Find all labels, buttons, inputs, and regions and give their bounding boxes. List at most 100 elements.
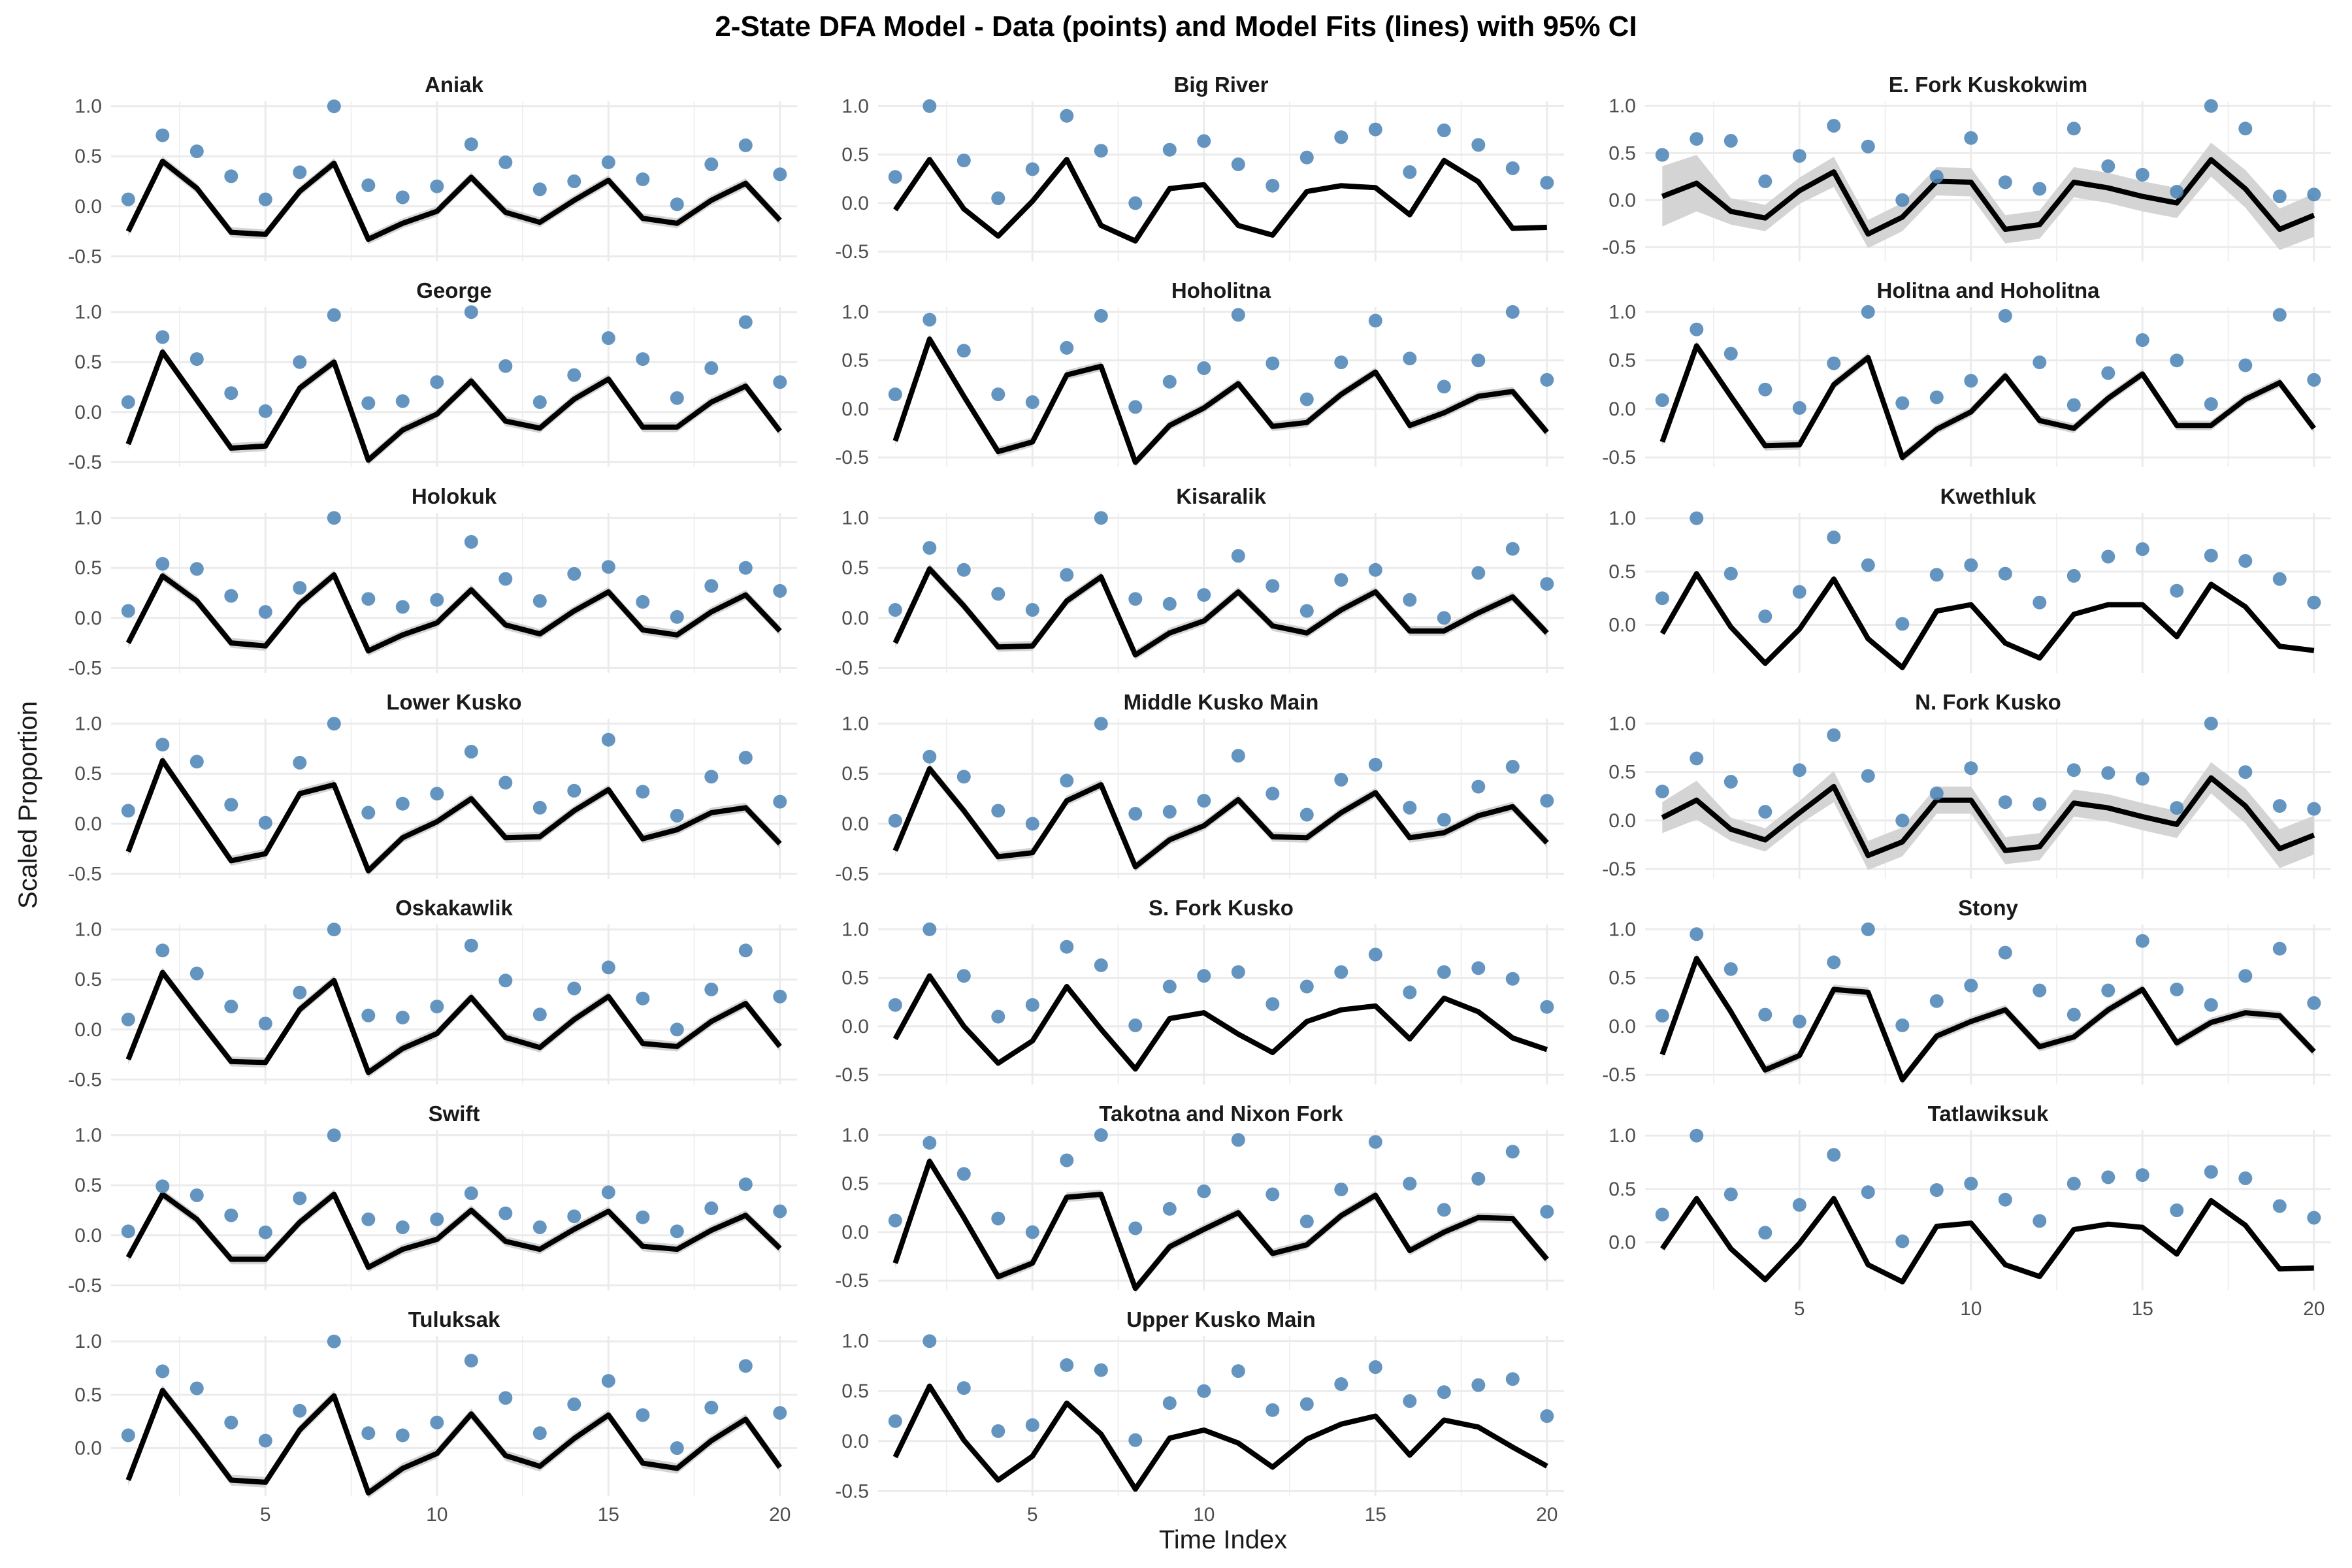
data-point: [2033, 1214, 2047, 1228]
data-point: [956, 770, 971, 784]
facet-panel: Lower Kusko -0.5 0.0 0.5 1.0: [68, 690, 797, 885]
facet-panel: Stony -0.5 0.0 0.5 1.0: [1602, 896, 2331, 1086]
data-point: [258, 192, 272, 206]
y-tick-label: 1.0: [74, 1331, 102, 1352]
panel-title: N. Fork Kusko: [1915, 690, 2061, 714]
x-tick-label: 15: [1365, 1504, 1386, 1526]
fit-line: [125, 758, 782, 874]
data-point: [1861, 304, 1875, 319]
fit-line: [1659, 571, 2315, 670]
data-point: [2066, 398, 2081, 412]
y-tick-label: 0.0: [841, 1431, 869, 1452]
y-tick-label: 1.0: [841, 1331, 869, 1352]
data-point: [361, 592, 376, 606]
data-point: [1792, 149, 1806, 163]
data-point: [498, 359, 513, 373]
data-point: [1197, 794, 1211, 808]
data-point: [1964, 979, 1978, 992]
data-point: [532, 395, 547, 409]
y-tick-label: -0.5: [835, 1270, 869, 1292]
data-point: [430, 179, 444, 193]
data-point: [1540, 176, 1554, 190]
panel-title: Holokuk: [412, 484, 497, 508]
data-point: [1437, 1385, 1451, 1399]
data-point: [155, 1364, 170, 1379]
panel-title: Swift: [429, 1102, 480, 1126]
data-point: [2238, 554, 2253, 568]
data-point: [1655, 1009, 1669, 1023]
data-point: [670, 610, 684, 624]
y-tick-label: 0.5: [74, 557, 102, 579]
x-tick-label: 15: [2132, 1298, 2153, 1320]
data-point: [189, 352, 204, 367]
y-tick-label: -0.5: [835, 447, 869, 468]
data-point: [1723, 134, 1738, 148]
fit-line: [1661, 157, 2315, 237]
data-point: [2170, 184, 2184, 199]
data-point: [991, 191, 1005, 205]
y-tick-label: 0.5: [74, 1175, 102, 1196]
data-point: [991, 1211, 1005, 1226]
data-point: [670, 1224, 684, 1239]
data-point: [1690, 927, 1704, 941]
data-point: [1690, 322, 1704, 336]
fit-line: [892, 1158, 1549, 1291]
data-point: [2272, 799, 2287, 813]
data-point: [1025, 1225, 1039, 1239]
data-point: [498, 572, 513, 586]
data-point: [1197, 969, 1211, 983]
data-point: [498, 155, 513, 169]
data-point: [430, 1000, 444, 1014]
data-point: [464, 938, 478, 953]
data-point: [2272, 189, 2287, 204]
data-point: [189, 1188, 204, 1202]
data-point: [704, 1400, 719, 1414]
data-point: [704, 361, 719, 375]
data-point: [1403, 1177, 1417, 1191]
data-point: [1758, 382, 1772, 397]
fit-line: [892, 157, 1547, 244]
data-point: [601, 331, 615, 345]
data-point: [361, 1008, 376, 1022]
data-point: [293, 755, 307, 770]
data-point: [1231, 157, 1245, 171]
data-point: [1299, 1215, 1314, 1229]
data-point: [1505, 1372, 1520, 1386]
y-tick-label: 1.0: [74, 302, 102, 323]
fit-line: [125, 1192, 782, 1270]
x-tick-label: 10: [426, 1504, 448, 1526]
data-point: [2170, 583, 2184, 598]
data-point: [1505, 542, 1520, 556]
data-point: [1266, 579, 1280, 593]
x-tick-label: 5: [1794, 1298, 1805, 1320]
data-point: [738, 943, 753, 958]
y-tick-label: 0.5: [74, 1384, 102, 1406]
data-point: [395, 600, 410, 614]
data-point: [1655, 591, 1669, 606]
data-point: [1471, 1378, 1486, 1392]
data-point: [888, 813, 902, 828]
data-point: [888, 387, 902, 402]
y-tick-label: 0.5: [841, 144, 869, 166]
data-point: [1929, 169, 1944, 184]
data-point: [121, 395, 135, 409]
data-point: [1964, 558, 1978, 572]
data-point: [1025, 817, 1039, 831]
y-tick-label: 1.0: [841, 508, 869, 529]
x-tick-label: 15: [598, 1504, 619, 1526]
data-point: [2204, 1165, 2218, 1179]
data-point: [1299, 150, 1314, 165]
data-point: [738, 561, 753, 575]
data-point: [1655, 784, 1669, 798]
data-point: [224, 589, 238, 603]
facet-panel: Swift -0.5 0.0 0.5 1.0: [68, 1102, 797, 1296]
data-point: [923, 749, 937, 764]
data-point: [1827, 531, 1841, 545]
y-tick-label: 0.5: [841, 763, 869, 785]
panel-title: Oskakawlik: [395, 896, 513, 920]
data-point: [1540, 794, 1554, 808]
fit-line: [892, 973, 1548, 1072]
data-point: [1723, 1187, 1738, 1201]
data-point: [1368, 1360, 1382, 1374]
